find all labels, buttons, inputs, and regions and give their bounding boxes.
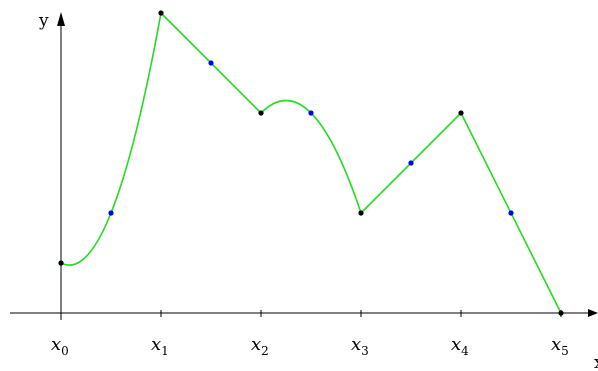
midpoint-dot-4 [508, 210, 514, 216]
x-tick-label-4: x4 [451, 334, 469, 358]
x-tick-labels: x0 x1 x2 x3 x4 x5 [51, 334, 569, 358]
knot-point-3 [358, 210, 364, 216]
x-axis-arrow [588, 309, 598, 317]
x-tick-label-3: x3 [351, 334, 369, 358]
knot-point-0 [58, 260, 64, 266]
curve-points [58, 10, 564, 316]
x-tick-label-0: x0 [51, 334, 69, 358]
x-tick-label-1: x1 [151, 334, 169, 358]
x-ticks [60, 310, 562, 317]
midpoint-dot-0 [108, 210, 114, 216]
midpoint-dot-3 [408, 160, 414, 166]
knot-point-2 [258, 110, 264, 116]
knot-point-4 [458, 110, 464, 116]
midpoint-dot-1 [208, 60, 214, 66]
y-axis-arrow [57, 12, 65, 26]
curve-line [60, 12, 562, 314]
x-tick-label-5: x5 [551, 334, 569, 358]
x-tick-label-2: x2 [251, 334, 269, 358]
x-axis-label: x [594, 353, 598, 371]
knot-point-5 [558, 310, 564, 316]
midpoint-dot-2 [308, 110, 314, 116]
knot-point-1 [158, 10, 164, 16]
y-axis-label: y [38, 11, 49, 31]
